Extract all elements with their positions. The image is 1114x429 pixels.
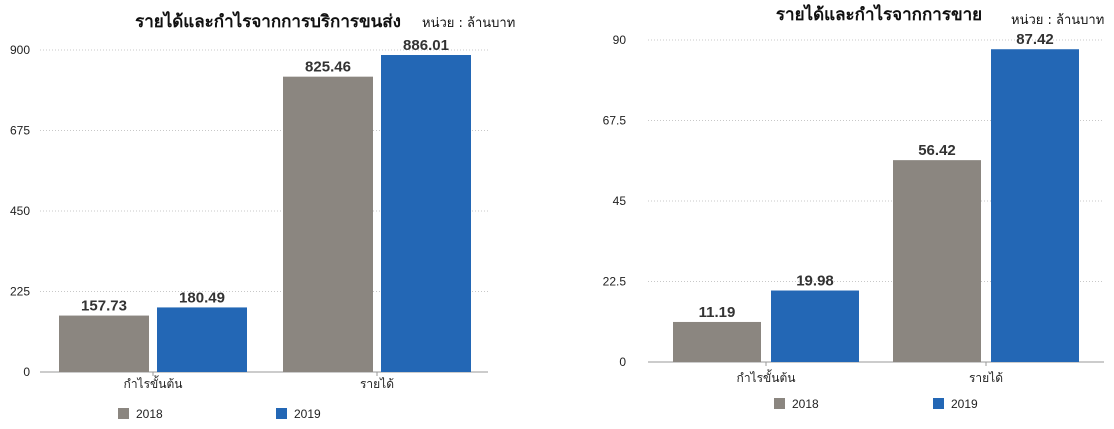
unit-label: หน่วย : ล้านบาท [422, 16, 515, 31]
bar-2019-0 [771, 290, 859, 362]
legend-swatch-2018 [118, 408, 129, 419]
data-label: 157.73 [81, 298, 127, 315]
bar-2019-1 [991, 49, 1079, 363]
bar-2018-0 [59, 315, 149, 372]
chart-panel-transport: รายได้และกำไรจากการบริการขนส่ง หน่วย : ล… [10, 11, 515, 421]
data-label: 180.49 [179, 289, 225, 306]
y-tick-label: 450 [10, 204, 30, 218]
legend-label: 2019 [294, 407, 321, 421]
y-tick-label: 225 [10, 285, 30, 299]
bar-2018-1 [283, 76, 373, 372]
y-tick-label: 0 [23, 365, 30, 379]
chart-svg-transport: รายได้และกำไรจากการบริการขนส่ง หน่วย : ล… [10, 11, 515, 421]
legend-swatch-2019 [933, 398, 944, 409]
x-category-label: กำไรขั้นต้น [124, 375, 183, 391]
legend-swatch-2019 [276, 408, 287, 419]
bar-2019-1 [381, 55, 471, 372]
y-tick-label: 22.5 [603, 275, 627, 289]
y-tick-label: 900 [10, 43, 30, 57]
x-category-label: รายได้ [360, 377, 394, 391]
x-category-label: รายได้ [969, 371, 1003, 385]
data-label: 19.98 [796, 273, 834, 290]
chart-panel-sales: รายได้และกำไรจากการขาย หน่วย : ล้านบาท 0… [560, 0, 1114, 429]
legend-label: 2018 [792, 397, 819, 411]
bar-2018-1 [893, 160, 981, 362]
bar-2019-0 [157, 307, 247, 372]
data-label: 56.42 [918, 142, 956, 159]
y-tick-label: 0 [619, 355, 626, 369]
data-label: 11.19 [699, 304, 736, 321]
chart-title: รายได้และกำไรจากการขาย [776, 4, 982, 25]
data-label: 87.42 [1016, 31, 1054, 48]
chart-title: รายได้และกำไรจากการบริการขนส่ง [135, 11, 401, 32]
chart-svg-sales: รายได้และกำไรจากการขาย หน่วย : ล้านบาท 0… [603, 4, 1105, 411]
legend-label: 2018 [136, 407, 163, 421]
data-label: 886.01 [403, 37, 449, 54]
y-tick-label: 67.5 [603, 114, 627, 128]
legend-swatch-2018 [774, 398, 785, 409]
x-category-label: กำไรขั้นต้น [737, 369, 796, 385]
unit-label: หน่วย : ล้านบาท [1011, 13, 1104, 28]
data-label: 825.46 [305, 59, 351, 76]
y-tick-label: 675 [10, 124, 30, 138]
bar-2018-0 [673, 321, 761, 362]
y-tick-label: 45 [613, 194, 627, 208]
legend-label: 2019 [951, 397, 978, 411]
y-tick-label: 90 [613, 33, 627, 47]
